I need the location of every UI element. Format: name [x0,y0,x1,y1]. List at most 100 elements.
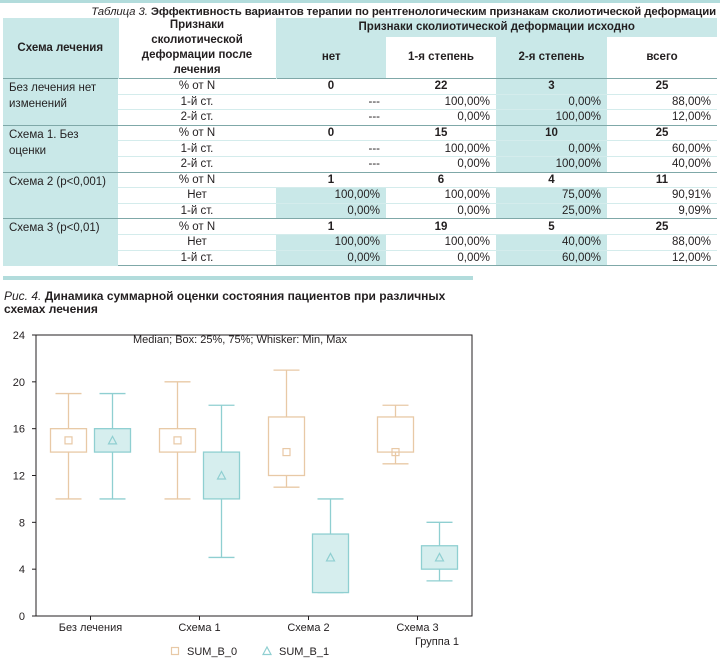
count-cell: 4 [496,171,607,188]
legend-label: SUM_B_0 [187,646,237,658]
value-cell: 0,00% [276,249,386,267]
value-cell: 60,00% [496,249,607,267]
value-cell: 0,00% [386,249,496,267]
table-caption-text: Эффективность вариантов терапии по рентг… [150,6,716,18]
value-cell: 100,00% [386,187,496,204]
legend-marker-sum-b-1 [262,645,272,656]
count-cell: 3 [496,78,607,95]
header-feature: Признаки сколиотической деформации после… [117,18,277,79]
y-axis: 0 4 8 12 16 20 24 [13,330,36,623]
value-cell: 40,00% [496,233,607,251]
x-tick-label: Схема 2 [287,622,329,634]
legend-marker-sum-b-0 [170,646,180,656]
header-col-total: всего [607,36,717,79]
count-cell: 0 [276,78,386,95]
value-cell: 25,00% [496,202,607,219]
value-cell: --- [276,140,386,157]
value-cell: --- [276,109,386,126]
box-iqr [376,416,415,453]
count-cell: 0 [276,124,386,141]
count-cell: 6 [386,171,496,188]
value-cell: 0,00% [496,140,607,157]
scheme-label: Схема 2 (p<0,001) [3,171,118,219]
scheme-label: Без лечения нет изменений [3,78,118,126]
value-cell: 40,00% [607,155,717,173]
x-tick-label: Без лечения [59,622,122,634]
count-cell: 11 [607,171,717,188]
median-marker [391,447,400,457]
median-marker [64,436,73,445]
y-tick-label: 24 [13,330,25,342]
count-cell: 1 [276,171,386,188]
y-tick-label: 12 [13,471,25,483]
value-cell: 9,09% [607,202,717,219]
value-cell: 100,00% [496,109,607,126]
header-col-none: нет [276,36,386,79]
value-cell: 100,00% [386,93,496,110]
value-cell: 100,00% [276,187,386,204]
feature-cell: % от N [118,171,276,188]
x-tick-label: Схема 1 [178,622,220,634]
therapy-table: Схема лечения Признаки сколиотической де… [3,18,717,267]
feature-cell: 2-й ст. [118,155,276,173]
value-cell: 0,00% [386,109,496,126]
value-cell: 0,00% [276,202,386,219]
box-iqr [311,533,350,594]
scheme-label: Схема 3 (p<0,01) [3,218,118,266]
figure-title: Рис. 4. Динамика суммарной оценки состоя… [4,290,474,316]
plot-frame [35,334,473,617]
value-cell: 12,00% [607,249,717,267]
feature-cell: 2-й ст. [118,109,276,126]
feature-cell: % от N [118,218,276,235]
feature-cell: Нет [118,233,276,251]
count-cell: 25 [607,78,717,95]
figure-title-text: Динамика суммарной оценки состояния паци… [4,289,446,316]
y-tick-label: 0 [19,611,25,623]
y-tick-label: 8 [19,517,25,529]
value-cell: 0,00% [386,155,496,173]
value-cell: 88,00% [607,233,717,251]
table-caption-lead: Таблица 3. [91,6,148,18]
box-iqr [49,428,88,453]
value-cell: 100,00% [386,140,496,157]
y-tick-label: 4 [19,564,25,576]
scheme-label: Схема 1. Без оценки [3,124,118,173]
count-cell: 5 [496,218,607,235]
plot-border [35,334,473,617]
figure-title-lead: Рис. 4. [4,289,42,303]
y-tick-label: 20 [13,377,25,389]
value-cell: --- [276,93,386,110]
value-cell: --- [276,155,386,173]
feature-cell: 1-й ст. [118,249,276,267]
count-cell: 25 [607,218,717,235]
table-caption: Таблица 3. Эффективность вариантов терап… [4,6,716,18]
box-iqr [93,428,132,453]
header-col-grade1: 1-я степень [386,36,496,79]
value-cell: 60,00% [607,140,717,157]
legend: SUM_B_0 SUM_B_1 [170,645,329,658]
median-marker [173,436,182,445]
median-marker [434,552,445,562]
header-scheme: Схема лечения [3,18,118,79]
feature-cell: Нет [118,187,276,204]
top-accent-bar [0,0,720,3]
box-iqr [420,545,459,570]
value-cell: 12,00% [607,109,717,126]
box-iqr [202,451,241,500]
boxplot-chart: 0 4 8 12 16 20 24 Без лечения Схема 1 Схема 2 Схе… [13,330,473,658]
count-cell: 10 [496,124,607,141]
feature-cell: 1-й ст. [118,202,276,219]
median-marker [325,552,336,562]
value-cell: 100,00% [496,155,607,173]
median-marker [282,447,291,457]
value-cell: 100,00% [276,233,386,251]
median-marker [216,470,227,480]
chart-subtitle: Median; Box: 25%, 75%; Whisker: Min, Max [133,334,347,346]
box-iqr [158,428,197,453]
value-cell: 100,00% [386,233,496,251]
header-col-grade2: 2-я степень [496,36,607,79]
count-cell: 15 [386,124,496,141]
y-tick-label: 16 [13,424,25,436]
legend-label: SUM_B_1 [279,646,329,658]
section-divider [3,276,473,280]
